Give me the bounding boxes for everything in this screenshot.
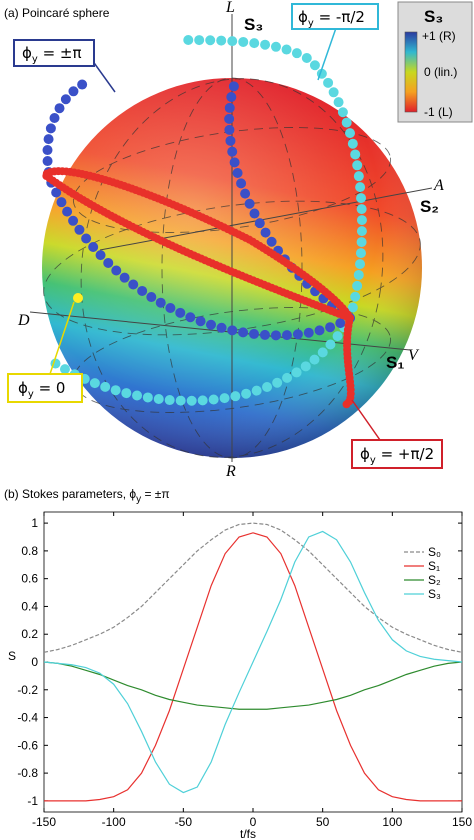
axis-label: L [225, 0, 235, 16]
line-chart: (b) Stokes parameters, ϕy = ±π t/fs S -1… [4, 487, 472, 840]
series-line [44, 532, 462, 802]
annotation: ϕy = +π/2 [360, 445, 434, 466]
legend-label: S₃ [428, 587, 441, 601]
y-tick-label: 0.8 [21, 544, 38, 558]
axis-label: S₁ [386, 353, 404, 372]
annotation-box [291, 3, 379, 30]
series-line [43, 661, 463, 710]
colorbar-label: 0 (lin.) [424, 65, 457, 79]
chart-title: (b) Stokes parameters, ϕy = ±π [4, 487, 170, 505]
annotation: ϕy = ±π [22, 44, 82, 65]
annotation: ϕy = 0 [18, 379, 65, 400]
x-tick-label: -150 [32, 815, 56, 829]
y-tick-label: -1 [27, 794, 38, 808]
x-tick-label: -100 [102, 815, 126, 829]
y-tick-label: 0.4 [21, 599, 38, 613]
y-tick-label: -0.6 [17, 738, 38, 752]
series-line [43, 530, 463, 794]
annotation-box [13, 39, 95, 67]
legend-label: S₁ [428, 559, 440, 573]
x-tick-label: 50 [316, 815, 330, 829]
x-tick-label: -50 [175, 815, 193, 829]
axis-label: R [225, 463, 236, 480]
annotation: ϕy = -π/2 [298, 8, 365, 29]
colorbar: S₃ +1 (R) 0 (lin.) -1 (L) [397, 1, 473, 123]
y-tick-label: -0.2 [17, 683, 38, 697]
colorbar-label: -1 (L) [424, 105, 453, 119]
annotations: ϕy = ±π ϕy = -π/2 ϕy = 0 ϕy = +π/2 [7, 3, 443, 469]
x-axis-label: t/fs [240, 827, 256, 840]
trajectories [38, 35, 367, 409]
legend-label: S₂ [428, 573, 441, 587]
axis-label: V [408, 347, 420, 364]
panel-title: (a) Poincaré sphere [4, 6, 110, 20]
y-tick-label: -0.4 [17, 711, 38, 725]
legend-box [400, 542, 458, 606]
axis-label: S₂ [420, 197, 439, 216]
legend-label: S₀ [428, 545, 441, 559]
series-line [43, 522, 463, 653]
y-tick-label: 0.6 [21, 572, 38, 586]
y-tick-label: 0.2 [21, 627, 38, 641]
axis-label: S₃ [244, 15, 263, 34]
y-tick-label: -0.8 [17, 766, 38, 780]
y-tick-label: 1 [31, 516, 38, 530]
poincare-sphere: (a) Poincaré sphere L R A D V S₁ S₂ S₃ S… [4, 0, 473, 480]
colorbar-label: +1 (R) [422, 29, 456, 43]
annotation-box [7, 373, 83, 403]
annotation-box [351, 439, 443, 469]
x-tick-label: 150 [452, 815, 472, 829]
colorbar-title: S₃ [424, 7, 443, 26]
x-tick-label: 0 [250, 815, 257, 829]
y-axis-label: S [8, 649, 16, 663]
colorbar-scale [404, 31, 418, 113]
y-tick-label: 0 [31, 655, 38, 669]
x-tick-label: 100 [382, 815, 402, 829]
axis-label: A [433, 177, 444, 194]
axis-label: D [17, 312, 30, 329]
